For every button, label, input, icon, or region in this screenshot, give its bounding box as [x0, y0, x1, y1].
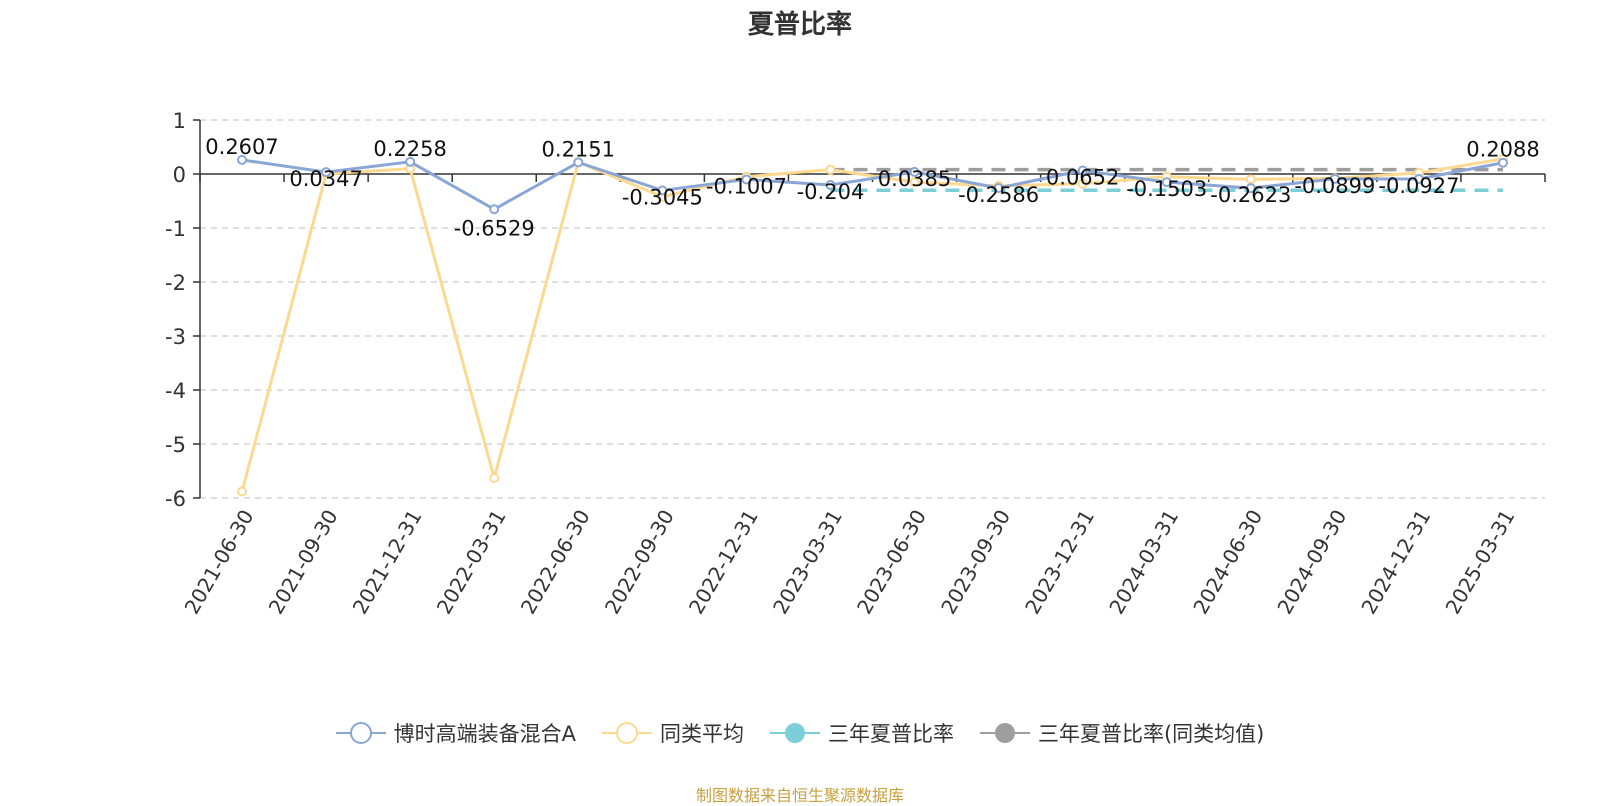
data-label: 0.2151 [542, 137, 615, 161]
data-label: 0.2607 [205, 135, 278, 159]
data-label: 0.2258 [373, 137, 446, 161]
data-label: -0.2623 [1210, 183, 1291, 207]
data-label: -0.0927 [1378, 174, 1459, 198]
y-tick-label: -4 [165, 379, 186, 403]
series-line-category-avg [240, 157, 1504, 492]
x-tick-label: 2021-09-30 [264, 506, 343, 619]
y-tick-label: -2 [165, 271, 186, 295]
x-tick-label: 2024-09-30 [1272, 506, 1351, 619]
fund-point [657, 185, 668, 196]
y-tick-label: 0 [173, 163, 186, 187]
fund-point [1161, 177, 1172, 188]
data-label: -0.3045 [622, 185, 703, 209]
fund-point [1245, 183, 1256, 194]
legend-item[interactable]: 同类平均 [601, 718, 744, 748]
legend-label: 三年夏普比率 [827, 722, 954, 746]
legend-label: 博时高端装备混合A [393, 722, 576, 746]
fund-point [1077, 165, 1088, 176]
category-avg-point [825, 164, 836, 175]
x-tick-label: 2021-06-30 [180, 506, 259, 619]
fund-point [405, 156, 416, 167]
fund-point [489, 204, 500, 215]
legend-marker-icon [769, 723, 820, 743]
grid-layer [200, 119, 1545, 499]
x-tick-label: 2022-06-30 [516, 506, 595, 619]
category-avg-point [237, 486, 248, 497]
legend-item[interactable]: 三年夏普比率 [769, 718, 954, 748]
fund-point [237, 154, 248, 165]
fund-point [825, 180, 836, 191]
x-tick-label: 2024-12-31 [1356, 506, 1435, 619]
data-label: 0.0347 [289, 167, 362, 191]
x-tick-label: 2023-12-31 [1020, 506, 1099, 619]
fund-point [1497, 157, 1508, 168]
fund-point [1329, 173, 1340, 184]
y-tick-label: 1 [173, 109, 186, 133]
fund-point [1413, 174, 1424, 185]
x-tick-label: 2025-03-31 [1441, 506, 1520, 619]
legend: 博时高端装备混合A 同类平均 三年夏普比率 三年夏普比率(同类均值) [0, 718, 1600, 748]
data-label: -0.2586 [958, 183, 1039, 207]
data-label: -0.6529 [454, 216, 535, 240]
data-label: -0.1503 [1126, 177, 1207, 201]
x-tick-label: 2022-03-31 [432, 506, 511, 619]
series-line-fund [241, 158, 1504, 211]
x-tick-label: 2023-06-30 [852, 506, 931, 619]
legend-label: 三年夏普比率(同类均值) [1037, 722, 1265, 746]
legend-item[interactable]: 三年夏普比率(同类均值) [979, 718, 1265, 748]
legend-marker-icon [601, 722, 652, 744]
category-avg-point [489, 473, 500, 484]
x-tick-label: 2022-12-31 [684, 506, 763, 619]
category-avg-point [909, 177, 920, 188]
chart-title: 夏普比率 [747, 10, 852, 40]
legend-item[interactable]: 博时高端装备混合A [335, 718, 576, 748]
data-label: -0.204 [797, 180, 865, 204]
data-label: -0.0899 [1294, 174, 1375, 198]
fund-point [993, 182, 1004, 193]
data-label: 0.2088 [1466, 138, 1539, 162]
series-layer [237, 153, 1508, 497]
x-tick-label: 2023-09-30 [936, 506, 1015, 619]
fund-point [909, 166, 920, 177]
x-tick-label: 2021-12-31 [348, 506, 427, 619]
y-tick-label: -5 [165, 433, 186, 457]
source-note: 制图数据来自恒生聚源数据库 [695, 786, 904, 805]
y-tick-label: -3 [165, 325, 186, 349]
fund-point [573, 157, 584, 168]
x-tick-label: 2024-06-30 [1188, 506, 1267, 619]
category-avg-point [1077, 178, 1088, 189]
fund-point [321, 167, 332, 178]
data-label: 0.0385 [878, 167, 951, 191]
legend-marker-icon [335, 722, 386, 744]
legend-marker-icon [979, 723, 1030, 743]
x-tick-label: 2023-03-31 [768, 506, 847, 619]
y-tick-label: -1 [165, 217, 186, 241]
data-label: 0.0652 [1046, 165, 1119, 189]
y-tick-label: -6 [165, 487, 186, 511]
x-tick-label: 2022-09-30 [600, 506, 679, 619]
x-tick-label: 2024-03-31 [1104, 506, 1183, 619]
data-label: -0.1007 [706, 174, 787, 198]
legend-label: 同类平均 [659, 722, 744, 746]
fund-point [741, 174, 752, 185]
